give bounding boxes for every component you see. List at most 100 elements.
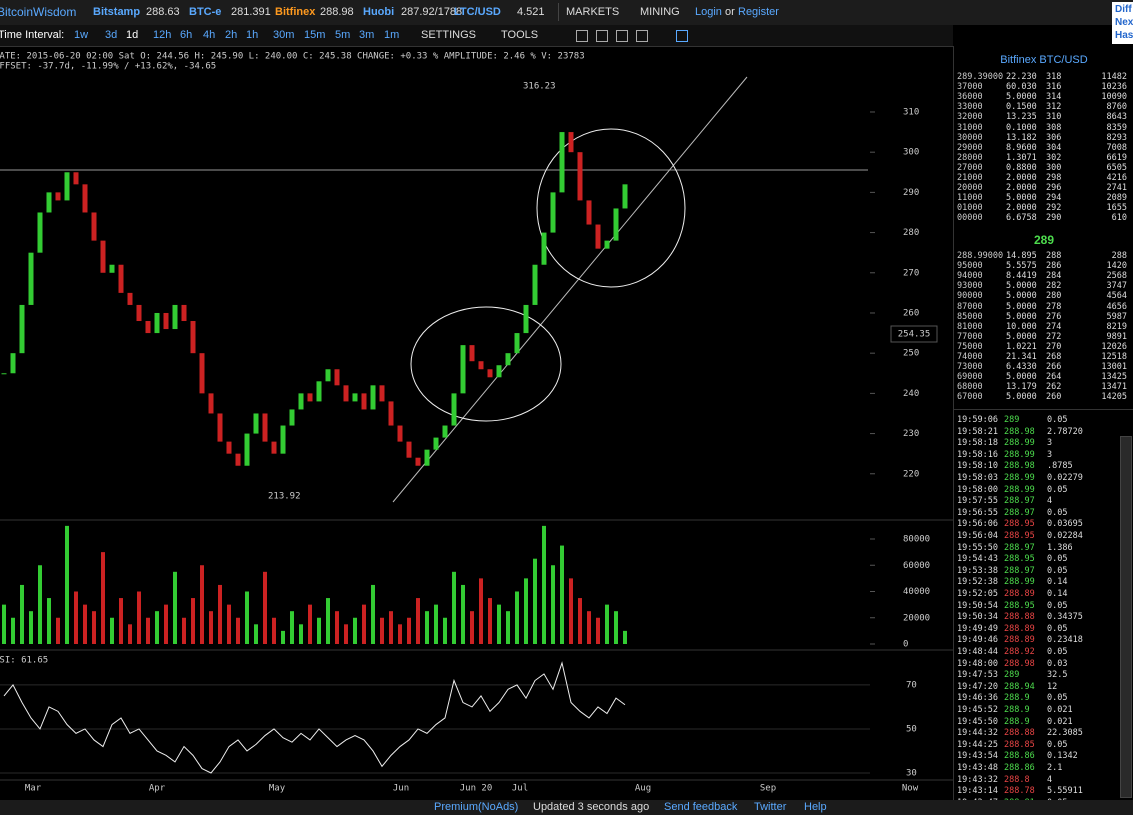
tool-button[interactable] — [616, 30, 628, 42]
row: 11000 5.0000 294 2089 — [954, 193, 1133, 204]
trade-price: 288.98 — [1004, 658, 1035, 669]
trade-row: 19:56:04 288.95 0.02284 — [954, 531, 1133, 542]
volume-bar — [470, 611, 474, 644]
exchange-name[interactable]: Bitfinex — [275, 6, 316, 18]
trade-amount: 0.021 — [1047, 716, 1073, 727]
cell: 290 — [1046, 213, 1062, 224]
candle — [352, 393, 358, 402]
row: 69000 5.0000 264 13425 — [954, 372, 1133, 383]
trade-time: 19:43:14 — [957, 786, 998, 797]
candle — [181, 304, 187, 322]
row: 75000 1.0221 270 12026 — [954, 342, 1133, 353]
tool-button[interactable] — [576, 30, 588, 42]
interval-button[interactable]: 4h — [203, 29, 216, 41]
trade-amount: 0.05 — [1047, 647, 1068, 657]
cell: 5.0000 — [1006, 193, 1037, 204]
trade-row: 19:56:06 288.95 0.03695 — [954, 519, 1133, 530]
row: 33000 0.1500 312 8760 — [954, 102, 1133, 113]
volume-bar — [47, 598, 51, 644]
settings-menu[interactable]: SETTINGS — [421, 29, 477, 41]
interval-button[interactable]: 6h — [180, 29, 193, 41]
volume-bar — [290, 611, 294, 644]
login-link[interactable]: Login — [695, 6, 722, 18]
register-link[interactable]: Register — [738, 6, 779, 18]
cell: 21.341 — [1006, 352, 1037, 362]
cell: 2.0000 — [1006, 173, 1037, 183]
row: 93000 5.0000 282 3747 — [954, 281, 1133, 292]
volume-bar — [542, 525, 546, 644]
exchange-name[interactable]: LTC/USD — [454, 6, 501, 18]
cell: 6619 — [1106, 152, 1127, 163]
menu[interactable]: MARKETS — [566, 6, 620, 18]
interval-button[interactable]: 1h — [246, 29, 259, 41]
y-tick-label: 20000 — [903, 613, 930, 623]
interval-button[interactable]: 30m — [273, 29, 295, 41]
trade-amount: 0.14 — [1047, 589, 1068, 599]
volume-bar — [245, 591, 249, 644]
candle — [613, 208, 619, 241]
trade-amount: 4 — [1047, 496, 1053, 507]
trade-time: 19:42:47 — [957, 798, 998, 800]
cell: 5.0000 — [1006, 92, 1037, 103]
trade-price: 288.95 — [1004, 554, 1035, 565]
footer-link[interactable]: Send feedback — [664, 801, 738, 813]
logo[interactable]: BitcoinWisdom — [0, 5, 77, 19]
trade-row: 19:58:18 288.99 3 — [954, 438, 1133, 449]
tools-menu[interactable]: TOOLS — [501, 29, 539, 41]
trade-price: 288.95 — [1004, 600, 1035, 611]
candle — [595, 224, 601, 249]
cell: 93000 — [957, 281, 983, 292]
cell: 610 — [1111, 213, 1127, 224]
tool-button[interactable] — [596, 30, 608, 42]
cell: 13.182 — [1006, 132, 1037, 143]
menu[interactable]: MINING — [640, 6, 680, 18]
footer-link[interactable]: Help — [804, 801, 827, 813]
trade-price: 288.98 — [1004, 426, 1035, 437]
volume-bar — [38, 565, 42, 644]
cell: 77000 — [957, 331, 983, 342]
trade-price: 288.95 — [1004, 519, 1035, 530]
or-text: or — [725, 6, 735, 18]
cell: 3747 — [1106, 281, 1127, 292]
cell: 73000 — [957, 362, 983, 373]
tool-button[interactable] — [676, 30, 688, 42]
y-tick-label: 250 — [903, 349, 919, 359]
cell: 13425 — [1101, 372, 1127, 383]
interval-button[interactable]: 3m — [359, 29, 375, 41]
interval-button[interactable]: 2h — [225, 29, 238, 41]
interval-button[interactable]: 15m — [304, 29, 326, 41]
volume-bar — [578, 598, 582, 644]
exchange-name[interactable]: Huobi — [363, 6, 395, 18]
footer-link[interactable]: Premium(NoAds) — [434, 801, 519, 813]
footer-link[interactable]: Twitter — [754, 801, 787, 813]
exchange-name[interactable]: BTC-e — [189, 6, 222, 18]
candle — [19, 304, 25, 354]
low-label: 213.92 — [268, 492, 301, 502]
volume-bar — [2, 604, 6, 644]
interval-button[interactable]: 3d — [105, 29, 118, 41]
interval-button[interactable]: 1w — [74, 29, 89, 41]
y-tick-label: 50 — [906, 724, 917, 734]
trade-row: 19:49:46 288.89 0.23418 — [954, 635, 1133, 646]
last-price-box — [890, 325, 938, 343]
volume-bar — [551, 565, 555, 644]
x-tick-label: Jul — [512, 784, 528, 794]
trade-amount: 3 — [1047, 449, 1053, 460]
trade-amount: 0.05 — [1047, 565, 1068, 576]
volume-bar — [497, 604, 501, 644]
row: 20000 2.0000 296 2741 — [954, 183, 1133, 194]
trade-row: 19:43:32 288.8 4 — [954, 775, 1133, 786]
cell: 0.1500 — [1006, 102, 1037, 113]
volume-bar — [605, 604, 609, 644]
exchange-name[interactable]: Bitstamp — [93, 6, 141, 18]
candle — [217, 413, 223, 442]
interval-button[interactable]: 12h — [153, 29, 172, 41]
tool-button[interactable] — [636, 30, 648, 42]
interval-button[interactable]: 5m — [335, 29, 351, 41]
cell: 4216 — [1106, 173, 1127, 183]
cell: 5.0000 — [1006, 281, 1037, 292]
interval-button[interactable]: 1d — [126, 29, 139, 41]
scrollbar[interactable] — [1120, 436, 1132, 798]
interval-button[interactable]: 1m — [384, 29, 400, 41]
